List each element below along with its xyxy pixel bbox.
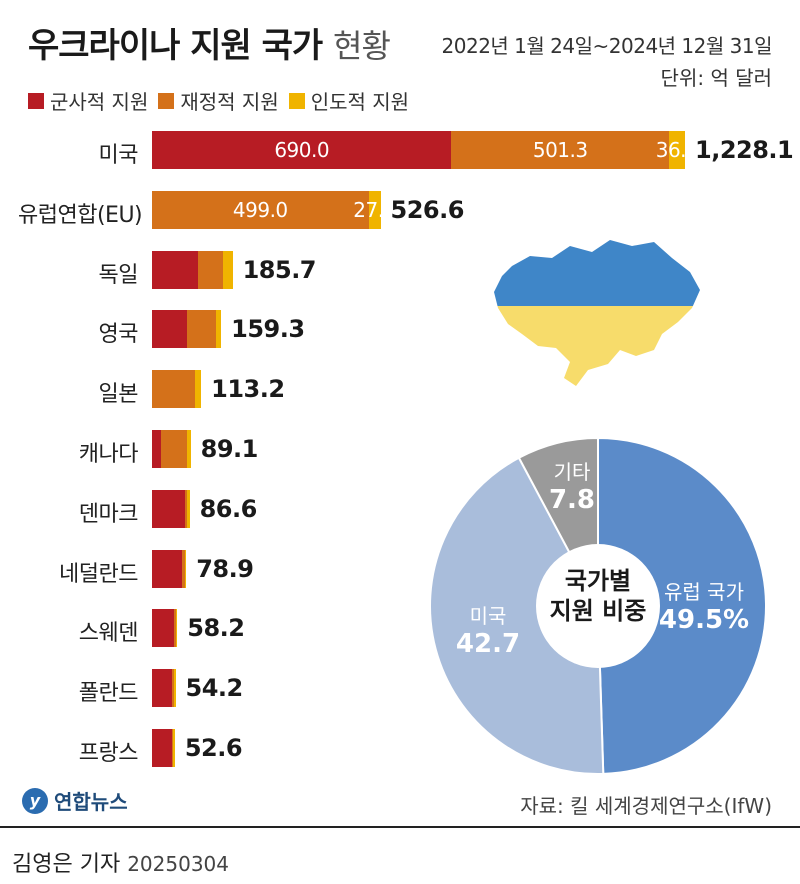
bar-total-label: 185.7	[242, 255, 317, 284]
bar-total-label: 78.9	[196, 554, 254, 583]
bar-segment	[184, 549, 187, 588]
legend-swatch-military	[28, 92, 44, 109]
bar-total-label: 54.2	[185, 674, 244, 703]
country-label: 캐나다	[78, 442, 139, 467]
bar-segment	[184, 489, 188, 528]
bar-segment	[182, 549, 185, 588]
bar-segment	[451, 131, 670, 169]
unit-text: 단위: 억 달러	[660, 66, 772, 90]
bar-segment	[152, 250, 198, 289]
bar-total-label: 58.2	[187, 614, 245, 643]
period-text: 2022년 1월 24일~2024년 12월 31일	[441, 34, 773, 58]
bar-data-label: 690.0	[274, 138, 330, 162]
bar-segment	[152, 370, 196, 409]
bar-total-label: 159.3	[231, 315, 305, 344]
pie-label-other: 기타 7.8	[548, 460, 596, 515]
pie-label-us: 미국 42.7	[455, 604, 521, 659]
bar-segment	[174, 669, 176, 708]
bar-segment	[222, 250, 233, 289]
bar-segment	[152, 729, 172, 767]
bar-total-label: 113.2	[211, 375, 285, 404]
bar-segment	[152, 549, 183, 588]
bar-segment	[669, 131, 685, 169]
ukraine-map-icon	[494, 240, 700, 386]
bar-data-label: 27.6	[353, 197, 396, 222]
bar-segment	[160, 430, 187, 468]
bar-segment	[175, 609, 178, 648]
bar-segment	[171, 669, 175, 708]
bar-data-label: 499.0	[232, 197, 288, 222]
bar-segment	[152, 310, 187, 349]
bar-segment	[152, 430, 161, 468]
bar-data-label: 36.8	[655, 138, 699, 162]
country-label: 스웨덴	[78, 621, 139, 647]
bar-total-label: 526.6	[390, 195, 465, 224]
bar-segment	[152, 669, 172, 708]
bar-segment	[186, 430, 191, 468]
bar-segment	[152, 489, 185, 528]
bar-segment	[186, 310, 216, 349]
country-label: 유럽연합(EU)	[18, 202, 143, 228]
bar-segment	[187, 489, 190, 528]
pie-center-title: 국가별 지원 비중	[549, 567, 647, 625]
legend: 군사적 지원 재정적 지원 인도적 지원	[28, 86, 409, 115]
pie-label-eu: 유럽 국가 49.5%	[658, 580, 750, 635]
bar-total-label: 89.1	[200, 435, 259, 463]
bar-segment	[173, 729, 175, 767]
bar-total-label: 52.6	[184, 734, 243, 762]
yonhap-logo-icon: y	[22, 787, 48, 814]
country-label: 독일	[98, 262, 139, 288]
bar-data-label: 501.3	[532, 138, 588, 162]
country-label: 영국	[98, 322, 139, 348]
country-label: 미국	[98, 143, 139, 168]
bar-segment	[197, 250, 223, 289]
legend-swatch-humanitarian	[288, 92, 305, 109]
divider	[0, 826, 800, 828]
pie-chart	[430, 438, 766, 774]
legend-swatch-financial	[158, 92, 175, 109]
bar-segment	[195, 370, 202, 409]
bar-segment	[152, 609, 174, 648]
chart-title: 우크라이나 지원 국가 현황	[28, 26, 391, 66]
bar-segment	[171, 729, 174, 767]
pie-slice	[597, 438, 766, 774]
legend-item-military: 군사적 지원	[28, 86, 148, 115]
source-text: 자료: 킬 세계경제연구소(IfW)	[520, 794, 772, 818]
credit: 김영은 기자 20250304	[12, 852, 229, 877]
bar-segment	[368, 190, 381, 229]
country-label: 일본	[98, 382, 139, 408]
bar-segment	[173, 609, 176, 648]
bar-segment	[215, 310, 222, 349]
bar-total-label: 86.6	[199, 494, 258, 523]
legend-item-humanitarian: 인도적 지원	[288, 86, 409, 115]
country-label: 네덜란드	[59, 561, 138, 587]
pie-center-hole	[536, 544, 660, 668]
legend-item-financial: 재정적 지원	[158, 86, 279, 115]
yonhap-logo: y 연합뉴스	[22, 786, 128, 815]
country-label: 프랑스	[78, 741, 139, 766]
country-label: 덴마크	[78, 501, 139, 527]
bar-segment	[152, 190, 369, 229]
country-label: 폴란드	[78, 681, 139, 707]
bar-total-label: 1,228.1	[695, 136, 794, 164]
bar-segment	[152, 131, 452, 169]
